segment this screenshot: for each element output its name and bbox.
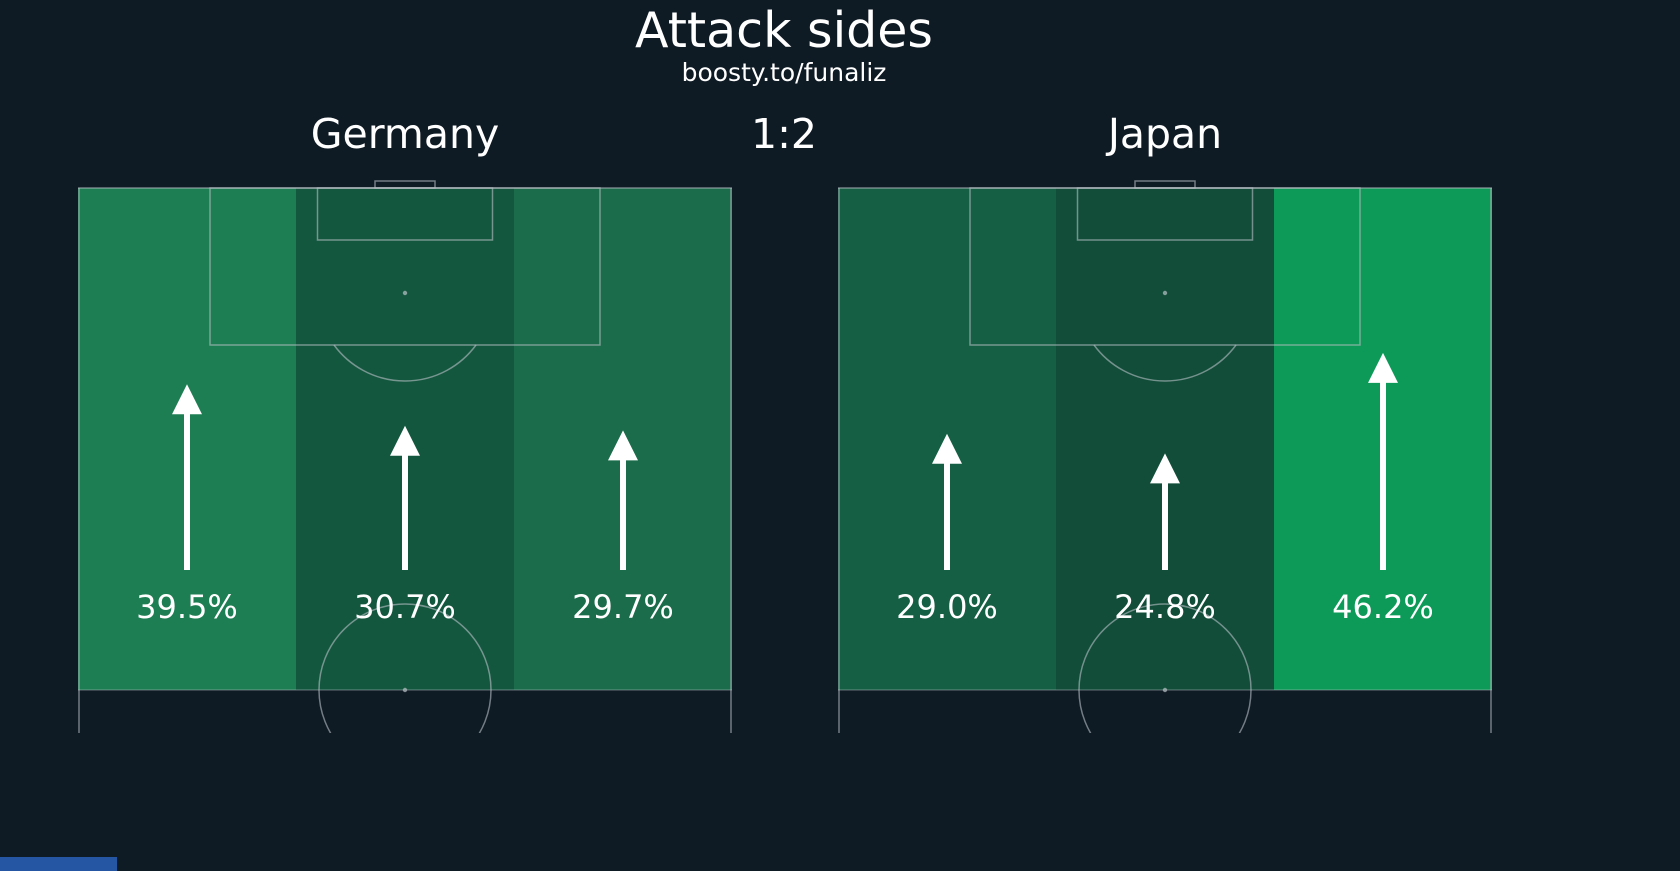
pitch-svg: 39.5% 30.7% 29.7% bbox=[78, 180, 732, 733]
pitch-svg: 29.0% 24.8% 46.2% bbox=[838, 180, 1492, 733]
page-title: Attack sides bbox=[635, 2, 933, 59]
penalty-arc bbox=[1093, 344, 1237, 382]
center-circle bbox=[318, 603, 492, 733]
subtitle-link: boosty.to/funaliz bbox=[681, 58, 887, 87]
zone-center bbox=[1056, 188, 1274, 690]
match-score: 1:2 bbox=[751, 110, 817, 158]
penalty-spot bbox=[402, 290, 408, 296]
team-name-home: Germany bbox=[310, 110, 500, 158]
penalty-spot bbox=[1162, 290, 1168, 296]
zone-percent-label: 29.0% bbox=[896, 588, 998, 626]
attack-arrow-head bbox=[172, 384, 202, 415]
zone-percent-label: 46.2% bbox=[1332, 588, 1434, 626]
attack-arrow-head bbox=[390, 425, 420, 456]
attack-arrow-head bbox=[1150, 453, 1180, 484]
center-circle bbox=[1078, 603, 1252, 733]
zone-percent-label: 30.7% bbox=[354, 588, 456, 626]
team-name-away: Japan bbox=[1107, 110, 1223, 158]
pitch-markings bbox=[838, 180, 1492, 733]
pitch-markings bbox=[78, 180, 732, 733]
center-spot bbox=[402, 687, 408, 693]
zone-percent-label: 39.5% bbox=[136, 588, 238, 626]
goal bbox=[374, 180, 436, 189]
zone-percent-label: 29.7% bbox=[572, 588, 674, 626]
attack-arrow-head bbox=[608, 430, 638, 461]
goal bbox=[1134, 180, 1196, 189]
pitch-germany: 39.5% 30.7% 29.7% bbox=[78, 180, 732, 733]
zone-percent-label: 24.8% bbox=[1114, 588, 1216, 626]
penalty-arc bbox=[333, 344, 477, 382]
pitch-japan: 29.0% 24.8% 46.2% bbox=[838, 180, 1492, 733]
attack-arrow-head bbox=[1368, 352, 1398, 383]
bottom-left-accent-strip bbox=[0, 857, 117, 871]
center-spot bbox=[1162, 687, 1168, 693]
attack-arrow-head bbox=[932, 433, 962, 464]
